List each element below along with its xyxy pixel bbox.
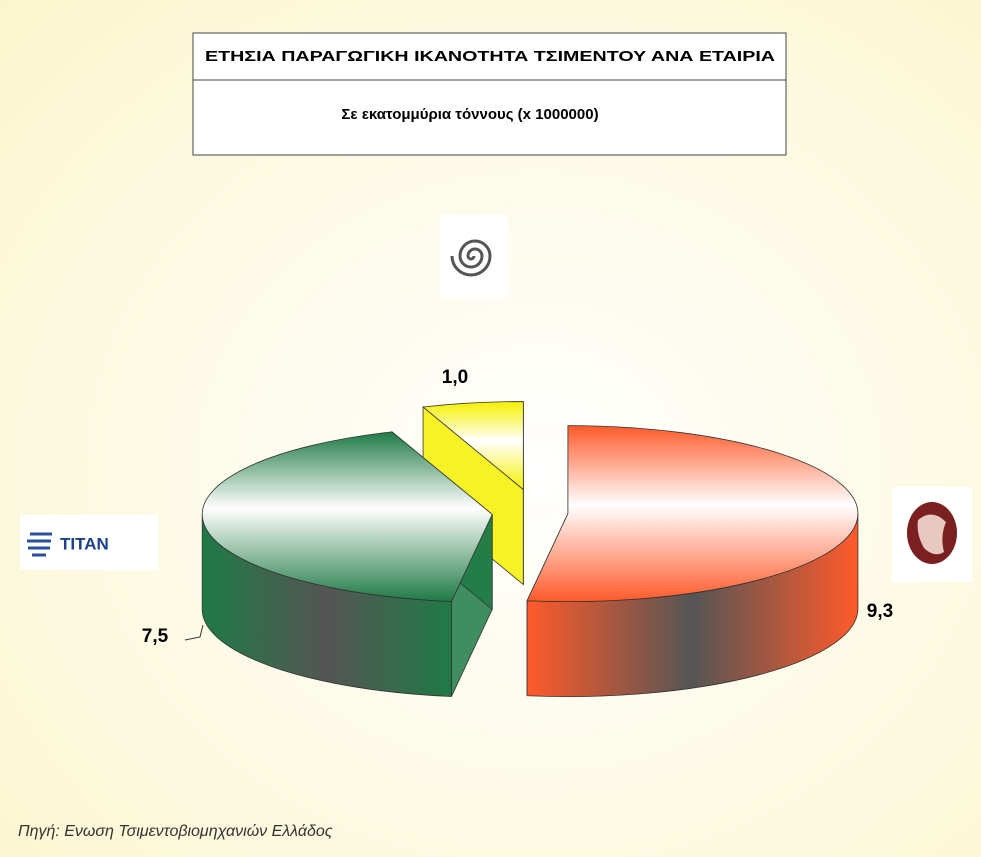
lion-logo	[892, 487, 972, 582]
category-label: TITAN	[60, 534, 109, 553]
value-label: 9,3	[867, 601, 893, 622]
pie-slice	[201, 430, 493, 697]
source-note: Πηγή: Ενωση Τσιμεντοβιομηχανιών Ελλάδος	[18, 823, 333, 840]
title-box	[192, 32, 787, 156]
chart-title: ΕΤΗΣΙΑ ΠΑΡΑΓΩΓΙΚΗ ΙΚΑΝΟΤΗΤΑ ΤΣΙΜΕΝΤΟΥ ΑΝ…	[205, 48, 775, 65]
slice-top	[526, 425, 859, 603]
leader-line	[184, 624, 204, 641]
pie-slice	[526, 425, 859, 698]
value-label: 1,0	[442, 367, 468, 388]
titan-logo	[20, 515, 158, 570]
spiral-logo	[440, 215, 508, 297]
slice-top	[201, 431, 493, 602]
chart-subtitle: Σε εκατομμύρια τόννους (x 1000000)	[341, 106, 598, 123]
value-label: 7,5	[142, 626, 169, 647]
slice-top	[422, 401, 524, 491]
